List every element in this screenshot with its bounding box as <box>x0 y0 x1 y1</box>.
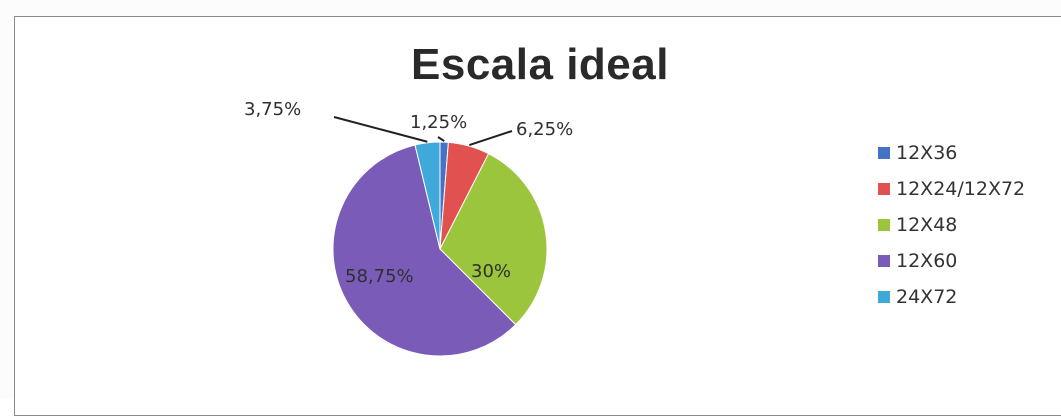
legend-item-12x24-12x72: 12X24/12X72 <box>878 174 1058 203</box>
legend-label: 12X24/12X72 <box>896 177 1026 200</box>
legend: 12X36 12X24/12X72 12X48 12X60 24X72 <box>878 138 1058 318</box>
legend-label: 24X72 <box>896 285 958 308</box>
legend-item-24x72: 24X72 <box>878 282 1058 311</box>
pie-slice-24x72 <box>414 141 441 250</box>
data-label: 30% <box>471 261 511 282</box>
leader-line <box>437 136 445 142</box>
data-label: 1,25% <box>410 112 467 133</box>
data-labels: 1,25% 6,25% 30% 58,75% 3,75% <box>244 99 573 287</box>
legend-swatch <box>878 182 890 195</box>
legend-swatch <box>878 290 890 303</box>
data-label: 58,75% <box>345 266 414 287</box>
pie-slice-12x60 <box>332 144 517 357</box>
pie-slices <box>332 141 548 357</box>
legend-item-12x36: 12X36 <box>878 138 1058 167</box>
legend-label: 12X60 <box>896 249 958 272</box>
legend-item-12x48: 12X48 <box>878 210 1058 239</box>
leader-line <box>333 116 428 143</box>
legend-swatch <box>878 254 890 267</box>
leader-line <box>469 130 513 147</box>
legend-label: 12X48 <box>896 213 958 236</box>
legend-label: 12X36 <box>896 141 958 164</box>
leader-lines <box>333 116 513 147</box>
data-label: 3,75% <box>244 99 301 120</box>
legend-swatch <box>878 218 890 231</box>
pie-chart: 1,25% 6,25% 30% 58,75% 3,75% <box>244 99 573 357</box>
legend-item-12x60: 12X60 <box>878 246 1058 275</box>
pie-slice-12x48 <box>439 152 548 326</box>
data-label: 6,25% <box>516 119 573 140</box>
chart-title: Escala ideal <box>411 40 669 89</box>
legend-swatch <box>878 146 890 159</box>
